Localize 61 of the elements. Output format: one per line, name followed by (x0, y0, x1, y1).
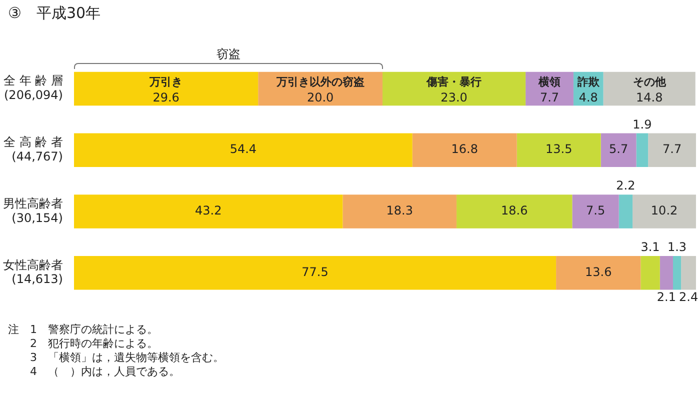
bar (74, 133, 412, 167)
series-label: その他 (632, 76, 667, 89)
data-label: 77.5 (302, 265, 328, 280)
chart-title: ③ 平成30年 (7, 3, 102, 24)
series-label: 詐欺 (576, 76, 600, 89)
data-label: 2.2 (616, 178, 636, 193)
bar (74, 72, 258, 106)
bar (556, 256, 641, 290)
data-label: 18.6 (501, 204, 528, 218)
bar (74, 194, 343, 228)
text: 4 （ ）内は，人員である。 (29, 365, 181, 379)
data-label: 4.8 (578, 90, 598, 105)
data-label: 43.2 (194, 204, 222, 218)
y-tick-label: 女性高齢者 (14,613) (3, 258, 63, 286)
data-label: 23.0 (440, 90, 468, 105)
bar (600, 133, 636, 167)
bar (640, 256, 660, 290)
data-label: 18.3 (386, 204, 413, 218)
data-label: 2.4 (678, 290, 698, 304)
data-label: 1.9 (632, 117, 652, 132)
text: 窃盗 (215, 46, 242, 63)
bar (660, 256, 673, 290)
bar (382, 72, 526, 106)
data-label: 10.2 (650, 204, 678, 218)
data-label: 3.1 (640, 240, 660, 254)
y-tick-label: 全 高 齢 者 (44,767) (4, 135, 63, 164)
data-label: 7.5 (586, 204, 606, 218)
bar (516, 133, 601, 167)
data-label: 54.4 (230, 142, 257, 156)
bar (572, 194, 619, 228)
data-label: 13.5 (545, 142, 572, 156)
data-label: 2.1 (656, 290, 676, 304)
series-label: 横領 (538, 76, 561, 89)
bar (342, 194, 457, 228)
bar (412, 133, 517, 167)
bar (672, 256, 682, 290)
data-label: 7.7 (662, 142, 682, 156)
data-label: 1.3 (667, 240, 687, 254)
bar (681, 256, 696, 290)
bar (603, 72, 696, 106)
text: 3 「横領」は，遺失物等横領を含む。 (29, 351, 225, 365)
series-label: 傷害・暴行 (426, 76, 482, 89)
bar (648, 133, 696, 167)
data-label: 14.8 (636, 90, 663, 105)
data-label: 29.6 (152, 90, 180, 105)
data-label: 20.0 (306, 90, 334, 105)
data-label: 7.7 (540, 90, 560, 105)
bar (636, 133, 648, 167)
bar (618, 194, 633, 228)
data-label: 5.7 (609, 142, 628, 156)
series-label: 万引き (148, 76, 183, 89)
bar (632, 194, 696, 228)
y-tick-label: 男性高齢者 (30,154) (3, 196, 63, 225)
y-tick-label: 全 年 齢 層 (206,094) (4, 74, 63, 102)
bar (74, 256, 556, 290)
series-label: 万引き以外の窃盗 (275, 76, 364, 89)
text: 2 犯行時の年齢による。 (29, 337, 159, 351)
bar (456, 194, 572, 228)
data-label: 13.6 (584, 265, 612, 280)
data-label: 16.8 (451, 142, 478, 156)
annotation: 注 1 警察庁の統計による。 (8, 323, 159, 337)
